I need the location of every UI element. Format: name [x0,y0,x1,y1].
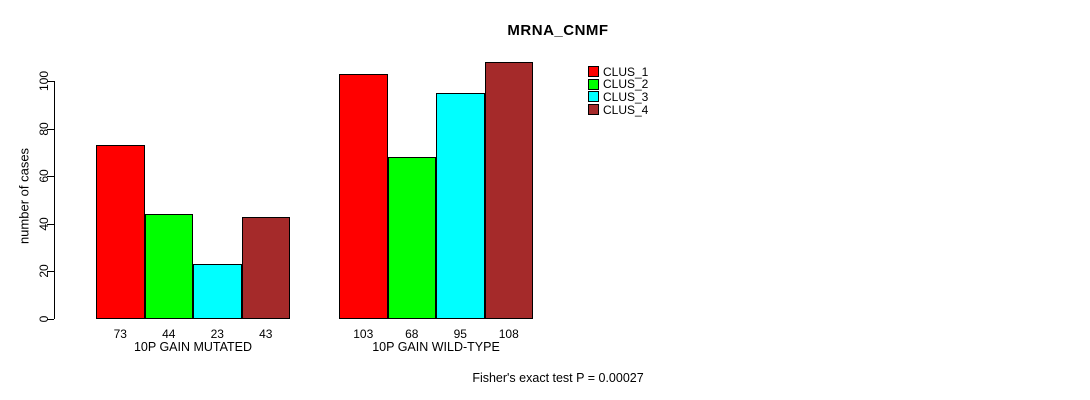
y-tick-mark [47,319,54,320]
legend-item-clus_2: CLUS_2 [588,78,648,90]
legend-item-clus_4: CLUS_4 [588,104,648,116]
legend-item-clus_1: CLUS_1 [588,66,648,78]
fisher-test-annotation: Fisher's exact test P = 0.00027 [472,371,644,385]
category-label-mutated: 10P GAIN MUTATED [133,340,253,354]
legend-label-clus_4: CLUS_4 [603,102,649,117]
category-label-wildtype: 10P GAIN WILD-TYPE [372,340,500,354]
y-tick-label: 80 [37,121,51,136]
bar-value-label: 103 [353,327,374,341]
y-tick-label: 100 [37,70,51,92]
legend-label-clus_1: CLUS_1 [603,64,649,79]
bar-clus_3-group1 [193,264,242,319]
bar-clus_1-group2 [339,73,388,319]
y-axis-line [54,81,55,319]
bar-value-label: 68 [405,327,419,341]
y-tick-mark [47,271,54,273]
bar-clus_2-group2 [387,157,436,319]
legend-swatch-clus_3 [588,91,599,103]
chart-title: MRNA_CNMF [507,22,609,39]
bar-clus_1-group1 [96,145,145,319]
bar-value-label: 23 [210,327,224,341]
bar-clus_4-group1 [241,216,290,319]
y-tick-mark [47,81,54,82]
legend-swatch-clus_1 [588,66,599,77]
bar-value-label: 95 [453,327,467,341]
y-tick-label: 40 [37,217,51,231]
y-tick-label: 0 [37,315,51,323]
y-tick-mark [47,176,54,178]
y-tick-mark [47,223,54,225]
bar-clus_3-group2 [436,92,485,319]
bar-clus_2-group1 [144,214,193,319]
y-tick-mark [47,128,54,130]
y-tick-label: 60 [37,169,51,183]
legend-swatch-clus_2 [588,78,599,90]
bar-value-label: 73 [113,327,127,341]
y-axis-title: number of cases [16,147,32,245]
y-tick-label: 20 [37,264,51,279]
legend-swatch-clus_4 [588,104,599,116]
bar-clus_4-group2 [484,61,533,319]
legend-item-clus_3: CLUS_3 [588,91,648,103]
bar-value-label: 43 [259,327,273,341]
legend-label-clus_2: CLUS_2 [603,77,649,92]
legend-label-clus_3: CLUS_3 [603,89,649,104]
bar-value-label: 44 [162,327,176,341]
bar-value-label: 108 [498,327,519,341]
